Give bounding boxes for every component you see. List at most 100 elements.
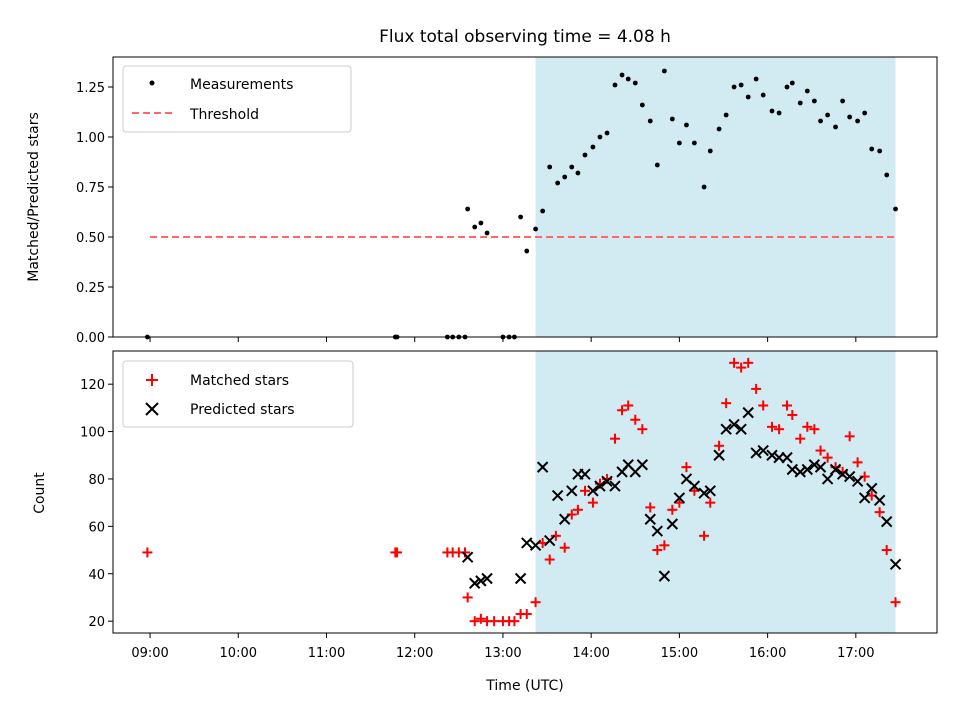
measurement-point bbox=[639, 102, 645, 108]
measurement-point bbox=[691, 140, 697, 146]
predicted-star-point bbox=[801, 463, 814, 476]
matched-star-point bbox=[530, 597, 541, 608]
measurement-point bbox=[855, 118, 860, 124]
measurement-point bbox=[619, 72, 625, 78]
measurement-point bbox=[753, 76, 759, 82]
measurement-point bbox=[540, 208, 546, 214]
matched-star-point bbox=[544, 554, 555, 565]
observing-window-span bbox=[535, 351, 896, 633]
bottom-ytick-label: 60 bbox=[88, 520, 105, 535]
predicted-star-point bbox=[858, 492, 871, 504]
top-panel-frame bbox=[112, 56, 938, 338]
matched-star-point bbox=[609, 433, 620, 444]
matched-star-point bbox=[587, 497, 598, 508]
measurement-point bbox=[524, 248, 530, 254]
top-panel: 0.00 0.25 0.50 0.75 1.00 1.25 Matched/Predict… bbox=[26, 56, 938, 346]
predicted-star-point bbox=[881, 515, 893, 528]
measurement-point bbox=[661, 68, 667, 74]
predicted-star-point bbox=[698, 487, 710, 499]
matched-star-point bbox=[787, 409, 798, 420]
legend-matched-marker bbox=[146, 374, 158, 386]
matched-star-point bbox=[881, 545, 892, 556]
legend-predicted-label: Predicted stars bbox=[190, 402, 295, 418]
predicted-star-point bbox=[558, 513, 571, 525]
matched-star-point bbox=[579, 485, 590, 496]
chart-title: Flux total observing time = 4.08 h bbox=[379, 27, 671, 47]
bottom-ytick-label: 100 bbox=[80, 426, 105, 441]
legend-matched-label: Matched stars bbox=[190, 373, 289, 389]
xtick-label: 11:00 bbox=[308, 646, 345, 661]
matched-star-point bbox=[630, 414, 641, 425]
predicted-star-point bbox=[636, 459, 649, 471]
xtick-label: 14:00 bbox=[572, 646, 609, 661]
predicted-star-point bbox=[750, 447, 762, 459]
predicted-star-point bbox=[579, 468, 591, 480]
predicted-star-point bbox=[601, 475, 613, 488]
predicted-star-point bbox=[609, 480, 621, 492]
matched-star-point bbox=[782, 400, 793, 411]
measurement-point bbox=[478, 220, 484, 226]
predicted-star-point bbox=[742, 406, 754, 419]
matched-star-point bbox=[645, 502, 656, 513]
xtick-label: 16:00 bbox=[749, 646, 786, 661]
top-ylabel: Matched/Predicted stars bbox=[26, 112, 42, 282]
predicted-star-point bbox=[566, 485, 578, 497]
bottom-panel-frame bbox=[112, 350, 938, 634]
predicted-star-point bbox=[521, 537, 533, 549]
measurement-point bbox=[612, 82, 618, 88]
xtick-label: 12:00 bbox=[396, 646, 433, 661]
matched-star-point bbox=[637, 424, 648, 435]
matched-star-point bbox=[681, 462, 692, 473]
measurement-point bbox=[862, 110, 868, 116]
bottom-legend: Matched stars Predicted stars bbox=[122, 360, 354, 428]
matched-star-point bbox=[852, 457, 863, 468]
observing-window-span bbox=[535, 57, 896, 337]
x-axis-title: Time (UTC) bbox=[485, 678, 563, 694]
predicted-star-point bbox=[658, 570, 671, 582]
measurement-point bbox=[597, 134, 603, 140]
matched-star-point bbox=[890, 597, 901, 608]
matched-star-point bbox=[509, 616, 520, 627]
matched-star-point bbox=[475, 613, 486, 624]
top-legend: Measurements Threshold bbox=[122, 65, 352, 133]
predicted-star-point bbox=[551, 489, 564, 502]
bottom-panel: 20 40 60 80 100 120 09:00 10:00 11:00 12:00 13:00… bbox=[32, 350, 938, 694]
measurement-point bbox=[654, 162, 660, 168]
predicted-star-point bbox=[766, 449, 778, 461]
xtick-label: 17:00 bbox=[837, 646, 874, 661]
predicted-star-point bbox=[536, 461, 549, 473]
matched-star-point bbox=[844, 431, 855, 442]
matched-star-point bbox=[469, 616, 480, 627]
matched-star-point bbox=[802, 421, 813, 432]
bottom-ytick-label: 40 bbox=[88, 568, 105, 583]
measurement-point bbox=[789, 80, 795, 86]
measurement-point bbox=[745, 94, 751, 100]
matched-star-point bbox=[758, 400, 769, 411]
matched-star-point bbox=[705, 497, 716, 508]
measurement-point bbox=[625, 76, 631, 82]
legend-measurements-label: Measurements bbox=[190, 77, 293, 93]
predicted-star-point bbox=[651, 525, 664, 537]
predicted-star-point bbox=[514, 572, 527, 585]
measurement-point bbox=[825, 112, 831, 118]
predicted-star-point bbox=[666, 518, 679, 530]
matched-star-point bbox=[489, 616, 500, 627]
predicted-star-point bbox=[781, 451, 793, 464]
measurement-point bbox=[604, 130, 610, 136]
predicted-star-point bbox=[786, 463, 799, 476]
predicted-star-point bbox=[728, 418, 740, 431]
measurement-point bbox=[731, 84, 737, 90]
measurement-point bbox=[676, 140, 682, 146]
matched-star-point bbox=[736, 362, 747, 373]
predicted-star-point bbox=[461, 551, 474, 563]
xtick-label: 13:00 bbox=[484, 646, 521, 661]
predicted-star-point bbox=[713, 449, 725, 461]
matched-star-point bbox=[714, 440, 725, 451]
predicted-star-point bbox=[594, 480, 606, 492]
measurement-point bbox=[465, 206, 471, 212]
legend-threshold-label: Threshold bbox=[189, 107, 259, 123]
measurement-point bbox=[723, 112, 729, 118]
bottom-ytick-label: 120 bbox=[80, 378, 105, 393]
measurement-point bbox=[884, 172, 890, 178]
matched-star-point bbox=[815, 445, 826, 456]
